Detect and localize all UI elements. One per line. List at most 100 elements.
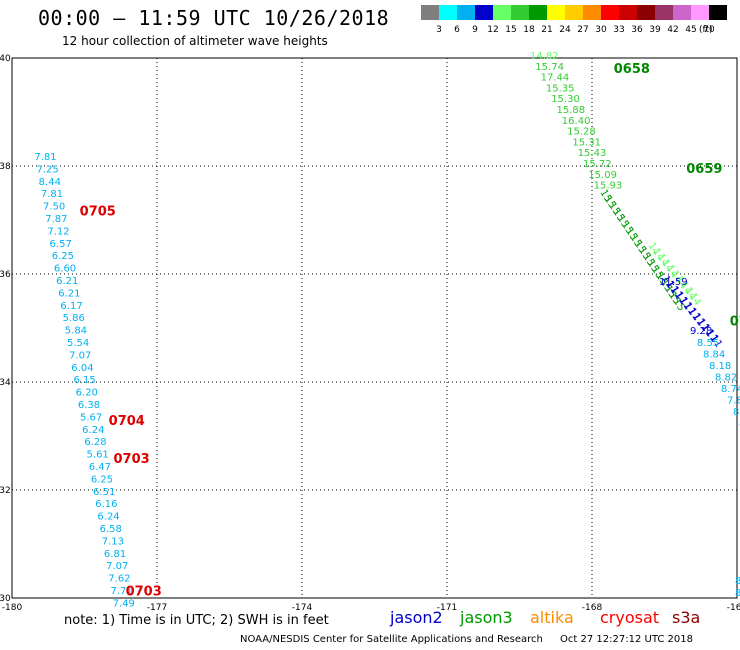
scale-label: 70	[703, 25, 715, 35]
pass-time-label: 0658	[614, 62, 650, 77]
pass-time-label: 07	[730, 314, 740, 329]
swh-value: 15.93	[594, 181, 623, 192]
scale-swatch	[529, 5, 547, 20]
swh-value: 7.13	[102, 536, 124, 547]
swh-value: 6.21	[58, 288, 80, 299]
swh-value: 6.38	[78, 400, 100, 411]
swh-value: 6.24	[82, 425, 104, 436]
scale-label: 24	[559, 25, 571, 35]
satellite-legend-altika: altika	[530, 608, 574, 627]
swh-value: 7.07	[69, 350, 91, 361]
swh-value: 6.47	[89, 462, 111, 473]
swh-value: 8.44	[39, 177, 61, 188]
scale-label: 45	[685, 25, 697, 35]
pass-time-label: 0703	[126, 584, 162, 599]
scale-swatch	[421, 5, 439, 20]
scale-label: 15	[505, 25, 517, 35]
scale-swatch	[691, 5, 709, 20]
lat-tick-label: 30	[0, 594, 11, 604]
footer: NOAA/NESDIS Center for Satellite Applica…	[240, 634, 707, 645]
satellite-legend-jason2: jason2	[390, 608, 443, 627]
swh-value: 7.25	[37, 164, 59, 175]
swh-value: 15.28	[567, 127, 596, 138]
swh-value: 6.21	[56, 276, 78, 287]
swh-value: 15.31	[572, 137, 601, 148]
satellite-legend-cryosat: cryosat	[600, 608, 660, 627]
scale-swatch	[619, 5, 637, 20]
swh-value: 15.72	[583, 159, 612, 170]
footer-credit: NOAA/NESDIS Center for Satellite Applica…	[240, 634, 543, 645]
swh-value: 15.30	[551, 94, 580, 105]
scale-swatch	[565, 5, 583, 20]
lat-tick-label: 38	[0, 162, 11, 172]
swh-value: 5.54	[67, 338, 89, 349]
swh-value: 17.44	[541, 73, 570, 84]
lon-tick-label: -165	[727, 603, 740, 613]
scale-label: 18	[523, 25, 535, 35]
scale-swatch	[637, 5, 655, 20]
swh-value: 6.28	[84, 437, 106, 448]
scale-swatch	[439, 5, 457, 20]
scale-swatch	[511, 5, 529, 20]
swh-value: 7.62	[108, 574, 130, 585]
swh-value: 6.57	[50, 239, 72, 250]
swh-value: 8.74	[721, 384, 740, 395]
lat-tick-label: 40	[0, 54, 11, 64]
swh-value: 6.25	[91, 474, 113, 485]
scale-label: 36	[631, 25, 643, 35]
scale-swatch	[475, 5, 493, 20]
map-frame	[11, 57, 738, 599]
scale-swatch	[457, 5, 475, 20]
swh-value: 8.18	[709, 361, 731, 372]
swh-value: 7.8	[727, 396, 740, 407]
swh-value: 15.35	[546, 83, 575, 94]
scale-label: 6	[454, 25, 460, 35]
swh-value: 7.07	[106, 561, 128, 572]
scale-swatch	[601, 5, 619, 20]
swh-value: 6.25	[52, 251, 74, 262]
swh-value: 7.87	[45, 214, 67, 225]
scale-swatch	[673, 5, 691, 20]
lon-tick-label: -168	[582, 603, 603, 613]
swh-value: 6.17	[60, 301, 82, 312]
swh-value: 5.86	[63, 313, 85, 324]
swh-value: 6.04	[71, 363, 93, 374]
swh-value: 8.55	[697, 338, 719, 349]
swh-value: 7.81	[41, 189, 63, 200]
page-title: 00:00 – 11:59 UTC 10/26/2018	[38, 6, 390, 30]
scale-label: 42	[667, 25, 679, 35]
scale-label: 30	[595, 25, 607, 35]
swh-value: 15.88	[557, 105, 586, 116]
lat-tick-label: 32	[0, 486, 11, 496]
units-note: note: 1) Time is in UTC; 2) SWH is in fe…	[64, 613, 329, 628]
swh-value: 7.50	[43, 202, 65, 213]
swh-value: 8	[735, 588, 740, 599]
swh-value: 5.84	[65, 326, 87, 337]
pass-time-label: 0704	[109, 414, 145, 429]
swh-value: 15.74	[535, 62, 564, 73]
swh-value: 6.81	[104, 549, 126, 560]
scale-unit: (ft)	[699, 25, 713, 35]
swh-value: 15.43	[578, 148, 607, 159]
satellite-legend-s3a: s3a	[672, 608, 701, 627]
pass-time-label: 0703	[114, 452, 150, 467]
scale-label: 39	[649, 25, 661, 35]
swh-value: 7.81	[34, 152, 56, 163]
scale-label: 21	[541, 25, 553, 35]
lon-tick-label: -180	[2, 603, 23, 613]
lon-tick-label: -171	[437, 603, 457, 613]
swh-value: 8	[733, 407, 739, 418]
swh-value: 6.15	[73, 375, 95, 386]
scale-label: 3	[436, 25, 442, 35]
swh-value: 8.82	[715, 373, 737, 384]
swh-value: 11.59	[659, 277, 688, 288]
swh-value: 16.40	[562, 116, 591, 127]
swh-value: 8.84	[703, 350, 725, 361]
swh-value: 6.51	[93, 487, 115, 498]
scale-label: 33	[613, 25, 625, 35]
lon-tick-label: -177	[147, 603, 167, 613]
scale-swatch	[583, 5, 601, 20]
swh-value: 5.67	[80, 412, 102, 423]
swh-value: 7.12	[47, 226, 69, 237]
